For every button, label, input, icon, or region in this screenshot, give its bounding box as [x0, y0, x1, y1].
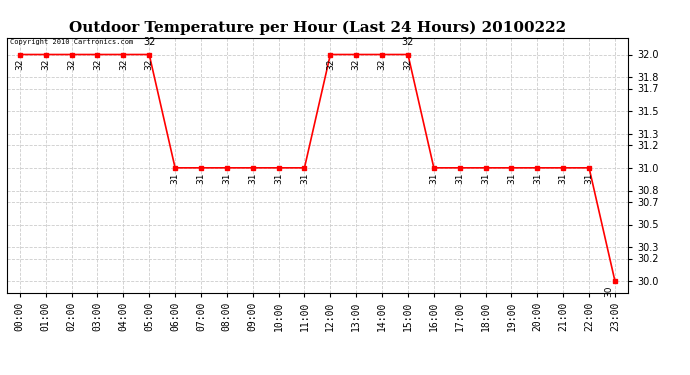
Text: 31: 31: [248, 172, 257, 184]
Text: 31: 31: [170, 172, 179, 184]
Text: 31: 31: [455, 172, 464, 184]
Text: 32: 32: [402, 37, 414, 46]
Text: 32: 32: [145, 59, 154, 70]
Text: 32: 32: [41, 59, 50, 70]
Text: 32: 32: [143, 37, 155, 46]
Text: 32: 32: [93, 59, 102, 70]
Text: 31: 31: [584, 172, 593, 184]
Text: 32: 32: [377, 59, 386, 70]
Text: 31: 31: [481, 172, 490, 184]
Text: 31: 31: [197, 172, 206, 184]
Text: 32: 32: [404, 59, 413, 70]
Text: Copyright 2010 Cartronics.com: Copyright 2010 Cartronics.com: [10, 39, 133, 45]
Text: 31: 31: [429, 172, 438, 184]
Text: 32: 32: [326, 59, 335, 70]
Text: 30: 30: [604, 286, 613, 297]
Text: 32: 32: [119, 59, 128, 70]
Text: 31: 31: [559, 172, 568, 184]
Text: 31: 31: [507, 172, 516, 184]
Text: 32: 32: [15, 59, 24, 70]
Text: 32: 32: [67, 59, 76, 70]
Text: 32: 32: [352, 59, 361, 70]
Text: 31: 31: [300, 172, 309, 184]
Text: 31: 31: [533, 172, 542, 184]
Title: Outdoor Temperature per Hour (Last 24 Hours) 20100222: Outdoor Temperature per Hour (Last 24 Ho…: [69, 21, 566, 35]
Text: 31: 31: [274, 172, 283, 184]
Text: 31: 31: [222, 172, 231, 184]
